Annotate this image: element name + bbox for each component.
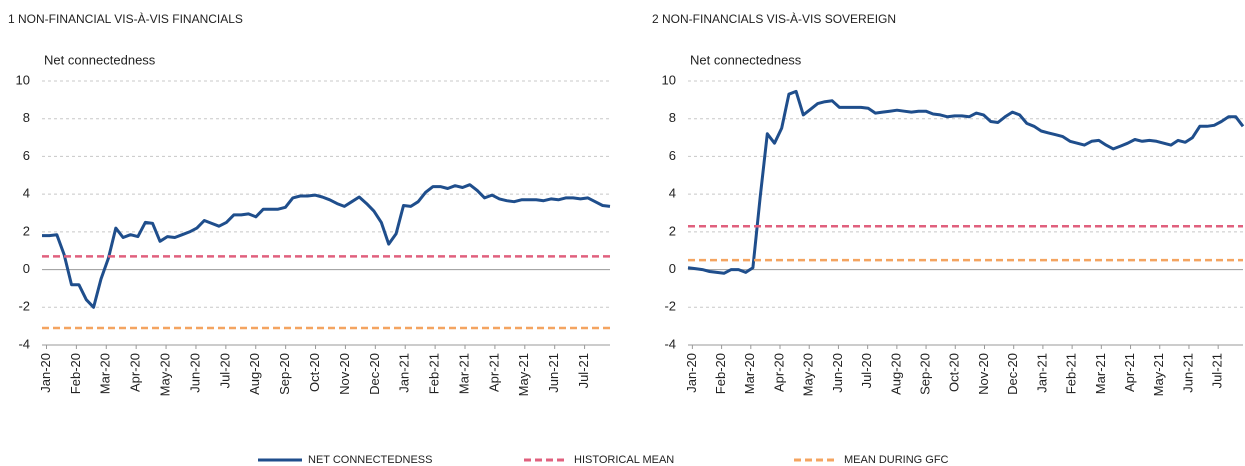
data-line — [687, 89, 1245, 275]
x-tick-label: Jul-21 — [576, 353, 591, 388]
y-tick-label: -2 — [18, 299, 30, 314]
legend-label: HISTORICAL MEAN — [574, 454, 674, 466]
x-tick-label: Jul-20 — [217, 353, 232, 388]
y-tick-label: 4 — [23, 186, 30, 201]
y-tick-label: -2 — [664, 299, 676, 314]
x-tick-label: Jul-21 — [1210, 353, 1225, 388]
x-tick-label: May-20 — [801, 353, 816, 396]
x-tick-label: Feb-20 — [68, 353, 83, 394]
y-tick-label: 0 — [669, 261, 676, 276]
x-tick-label: Feb-21 — [427, 353, 442, 394]
y-axis-label: Net connectedness — [44, 52, 156, 67]
x-tick-label: Mar-20 — [98, 353, 113, 394]
x-tick-label: Jan-21 — [1034, 353, 1049, 393]
y-tick-label: 10 — [662, 72, 676, 87]
x-tick-label: Jan-20 — [684, 353, 699, 393]
x-tick-label: Jun-20 — [830, 353, 845, 393]
y-tick-label: 2 — [23, 223, 30, 238]
legend-label: NET CONNECTEDNESS — [308, 454, 432, 466]
chart-title: 2 NON-FINANCIALS VIS-À-VIS SOVEREIGN — [652, 11, 896, 26]
x-tick-label: Jun-21 — [546, 353, 561, 393]
x-tick-label: Aug-20 — [888, 353, 903, 395]
x-tick-label: Aug-20 — [247, 353, 262, 395]
x-tick-label: May-21 — [516, 353, 531, 396]
data-line — [42, 183, 611, 309]
x-tick-label: Dec-20 — [367, 353, 382, 395]
legend-label: MEAN DURING GFC — [844, 454, 949, 466]
x-tick-label: Apr-21 — [1122, 353, 1137, 392]
x-tick-label: Apr-20 — [128, 353, 143, 392]
x-tick-label: Feb-21 — [1064, 353, 1079, 394]
x-tick-label: Nov-20 — [976, 353, 991, 395]
y-tick-label: 2 — [669, 223, 676, 238]
x-tick-label: Oct-20 — [307, 353, 322, 392]
x-tick-label: Oct-20 — [947, 353, 962, 392]
y-tick-label: 10 — [16, 72, 30, 87]
y-tick-label: 4 — [669, 186, 676, 201]
x-tick-label: Feb-20 — [713, 353, 728, 394]
x-tick-label: Sep-20 — [277, 353, 292, 395]
x-tick-label: Jan-20 — [38, 353, 53, 393]
x-tick-label: Sep-20 — [918, 353, 933, 395]
x-tick-label: Jul-20 — [859, 353, 874, 388]
x-tick-label: Apr-20 — [771, 353, 786, 392]
y-tick-label: 6 — [669, 148, 676, 163]
x-tick-label: May-21 — [1151, 353, 1166, 396]
x-tick-label: Mar-20 — [742, 353, 757, 394]
chart-title: 1 NON-FINANCIAL VIS-À-VIS FINANCIALS — [8, 11, 243, 26]
x-tick-label: Mar-21 — [456, 353, 471, 394]
y-tick-label: 8 — [669, 110, 676, 125]
x-tick-label: Jan-21 — [397, 353, 412, 393]
x-tick-label: May-20 — [158, 353, 173, 396]
x-tick-label: Dec-20 — [1005, 353, 1020, 395]
y-tick-label: 6 — [23, 148, 30, 163]
x-tick-label: Jun-21 — [1180, 353, 1195, 393]
y-axis-label: Net connectedness — [690, 52, 802, 67]
y-tick-label: -4 — [18, 336, 30, 351]
y-tick-label: -4 — [664, 336, 676, 351]
x-tick-label: Mar-21 — [1093, 353, 1108, 394]
x-tick-label: Jun-20 — [187, 353, 202, 393]
y-tick-label: 8 — [23, 110, 30, 125]
x-tick-label: Nov-20 — [337, 353, 352, 395]
y-tick-label: 0 — [23, 261, 30, 276]
x-tick-label: Apr-21 — [486, 353, 501, 392]
